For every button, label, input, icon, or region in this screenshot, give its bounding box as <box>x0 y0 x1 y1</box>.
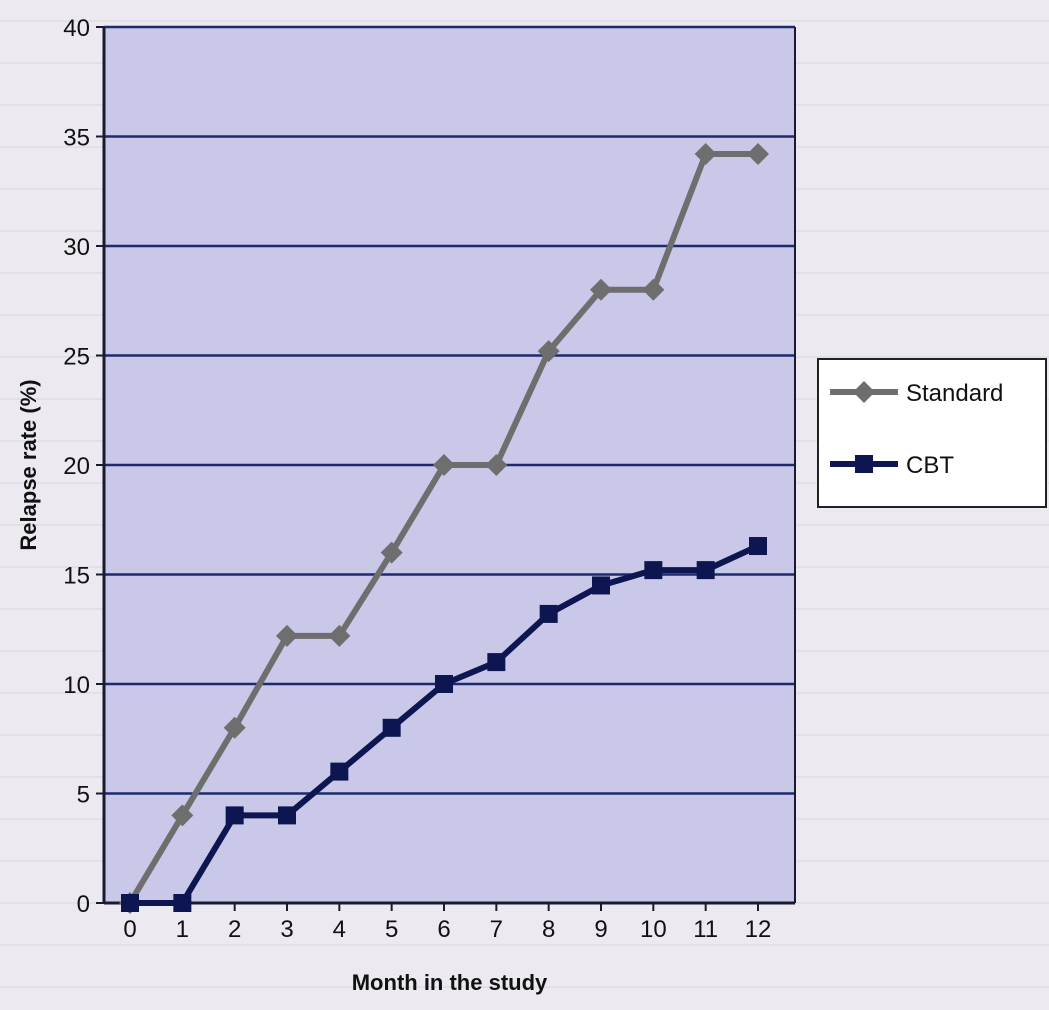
legend: Standard CBT <box>817 358 1047 508</box>
x-tick-label: 0 <box>123 916 136 943</box>
point-standard <box>276 624 298 647</box>
point-cbt <box>173 894 192 912</box>
x-tick-label: 10 <box>640 916 667 943</box>
point-standard <box>590 278 612 301</box>
point-standard <box>642 278 665 301</box>
axes <box>96 26 796 911</box>
x-tick-label: 8 <box>542 916 555 943</box>
legend-marker-standard <box>853 381 875 403</box>
y-tick-label: 35 <box>63 125 90 152</box>
point-cbt <box>696 561 715 580</box>
y-tick-label: 40 <box>63 15 90 42</box>
point-cbt <box>435 675 453 693</box>
background-stripe <box>0 986 1049 988</box>
point-cbt <box>487 653 506 672</box>
point-standard <box>433 454 455 476</box>
series-lines <box>119 143 769 914</box>
y-tick-label: 5 <box>77 782 90 809</box>
y-tick-label: 0 <box>77 891 90 918</box>
point-cbt <box>644 561 663 580</box>
point-standard <box>171 804 194 827</box>
legend-marker-cbt <box>855 455 873 473</box>
legend-label-cbt: CBT <box>906 452 954 479</box>
x-tick-label: 2 <box>228 916 241 943</box>
x-tick-label: 6 <box>437 916 450 943</box>
x-tick-label: 9 <box>594 916 607 943</box>
point-cbt <box>382 718 401 737</box>
point-cbt <box>749 537 767 556</box>
y-tick-label: 20 <box>63 453 90 480</box>
point-standard <box>694 143 717 166</box>
point-cbt <box>225 806 244 825</box>
point-standard <box>747 143 769 166</box>
x-axis-title: Month in the study <box>352 970 548 995</box>
point-cbt <box>278 806 296 825</box>
point-cbt <box>121 894 139 912</box>
point-cbt <box>330 762 349 781</box>
point-standard <box>223 716 246 739</box>
y-tick-label: 30 <box>63 234 90 261</box>
background-stripe <box>0 944 1049 946</box>
point-cbt <box>592 576 610 595</box>
point-cbt <box>539 604 558 623</box>
x-tick-label: 1 <box>176 916 189 943</box>
x-tick-label: 12 <box>745 916 772 943</box>
y-axis-title: Relapse rate (%) <box>16 379 41 550</box>
x-tick-label: 4 <box>333 916 346 943</box>
series-cbt <box>121 537 767 912</box>
background-stripe <box>0 20 1049 22</box>
x-tick-label: 7 <box>490 916 503 943</box>
point-standard <box>485 454 508 476</box>
point-standard <box>537 340 560 363</box>
x-tick-label: 5 <box>385 916 398 943</box>
legend-label-standard: Standard <box>906 380 1003 407</box>
y-tick-label: 25 <box>63 344 90 371</box>
y-tick-label: 10 <box>63 672 90 699</box>
y-tick-label: 15 <box>63 563 90 590</box>
x-tick-label: 3 <box>280 916 293 943</box>
legend-box <box>817 358 1047 508</box>
x-tick-label: 11 <box>693 916 718 943</box>
point-standard <box>328 624 351 647</box>
point-standard <box>380 541 403 564</box>
